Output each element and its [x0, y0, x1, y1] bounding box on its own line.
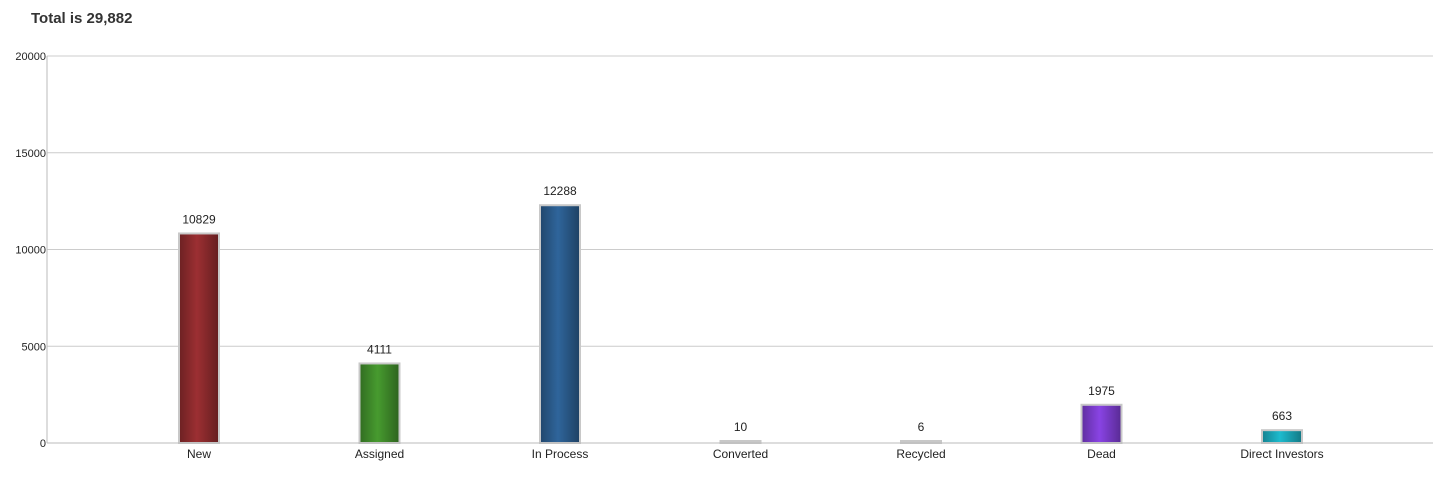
- x-axis-ticks: New Assigned In Process Converted Recycled De…: [187, 447, 1324, 461]
- data-label: 6: [918, 420, 925, 434]
- x-tick-label: Dead: [1087, 447, 1116, 461]
- y-tick-label: 5000: [22, 341, 46, 353]
- chart-title: Total is 29,882: [31, 10, 133, 27]
- bar-dead[interactable]: [1080, 403, 1123, 445]
- data-label: 10: [734, 420, 748, 434]
- x-tick-label: Direct Investors: [1240, 447, 1323, 461]
- y-tick-label: 20000: [15, 51, 46, 63]
- bar-direct-investors[interactable]: [1261, 429, 1303, 445]
- data-label: 663: [1272, 409, 1292, 423]
- y-tick-label: 10000: [15, 245, 46, 257]
- data-label: 12288: [543, 184, 577, 198]
- bar-assigned[interactable]: [358, 362, 401, 444]
- data-label: 4111: [367, 342, 392, 356]
- bar-new[interactable]: [178, 232, 220, 444]
- data-labels: 10829 4111 12288 10 6 1975 663: [182, 184, 1292, 434]
- x-tick-label: New: [187, 447, 211, 461]
- bar-in-process[interactable]: [539, 204, 581, 444]
- x-tick-label: Assigned: [355, 447, 404, 461]
- y-tick-label: 15000: [15, 148, 46, 160]
- data-label: 1975: [1088, 384, 1115, 398]
- x-tick-label: Recycled: [896, 447, 945, 461]
- y-tick-label: 0: [40, 438, 46, 450]
- y-axis-ticks: 0 5000 10000 15000 20000: [15, 51, 46, 450]
- bars: [178, 204, 1303, 445]
- gridlines: [47, 55, 1433, 347]
- axes: [46, 56, 1433, 444]
- x-tick-label: Converted: [713, 447, 768, 461]
- data-label: 10829: [182, 212, 216, 226]
- x-tick-label: In Process: [532, 447, 589, 461]
